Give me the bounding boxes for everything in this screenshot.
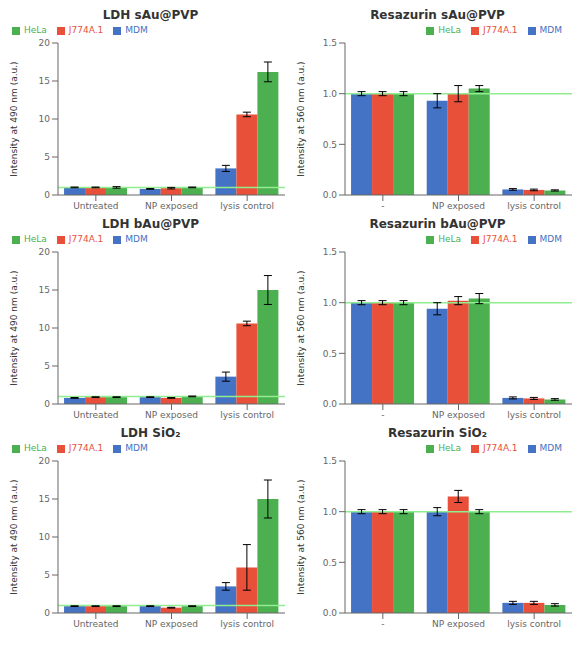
svg-text:NP exposed: NP exposed — [145, 410, 198, 420]
svg-text:1.0: 1.0 — [323, 507, 338, 517]
svg-text:NP exposed: NP exposed — [432, 619, 485, 629]
svg-text:10: 10 — [39, 114, 51, 124]
html-text:LDH bAu@PVP: LDH bAu@PVP — [101, 217, 200, 231]
html-text:J774A.1: J774A.1 — [483, 25, 518, 35]
html-text:MDM: MDM — [539, 443, 562, 453]
svg-text:15: 15 — [39, 494, 50, 504]
svg-text:NP exposed: NP exposed — [145, 201, 198, 211]
svg-text:1.5: 1.5 — [323, 456, 337, 466]
html-text:J774A.1: J774A.1 — [68, 25, 104, 35]
svg-text:NP exposed: NP exposed — [432, 201, 485, 211]
html-text:HeLa: HeLa — [438, 443, 462, 453]
html-text:HeLa: HeLa — [438, 234, 462, 244]
svg-text:20: 20 — [39, 38, 51, 48]
html-text:MDM: MDM — [539, 234, 562, 244]
svg-text:0.0: 0.0 — [323, 399, 338, 409]
svg-text:Untreated: Untreated — [73, 410, 118, 420]
svg-text:5: 5 — [44, 152, 50, 162]
svg-text:15: 15 — [39, 76, 50, 86]
html-text:J774A.1: J774A.1 — [483, 234, 518, 244]
svg-text:5: 5 — [44, 361, 50, 371]
svg-text:lysis control: lysis control — [220, 201, 274, 211]
html-text:J774A.1: J774A.1 — [68, 443, 104, 453]
html-text:MDM: MDM — [125, 234, 148, 244]
svg-text:lysis control: lysis control — [507, 201, 561, 211]
svg-text:Untreated: Untreated — [73, 201, 118, 211]
svg-text:lysis control: lysis control — [220, 410, 274, 420]
svg-text:10: 10 — [39, 532, 51, 542]
svg-text:0.5: 0.5 — [323, 349, 337, 359]
html-text:Resazurin SiO₂: Resazurin SiO₂ — [387, 426, 488, 440]
svg-text:lysis control: lysis control — [507, 410, 561, 420]
svg-text:0: 0 — [44, 608, 50, 618]
html-text:Resazurin bAu@PVP: Resazurin bAu@PVP — [369, 217, 506, 231]
html-text:LDH SiO₂: LDH SiO₂ — [120, 426, 181, 440]
svg-text:-: - — [381, 201, 384, 211]
html-text:LDH sAu@PVP: LDH sAu@PVP — [102, 8, 199, 22]
svg-text:1.0: 1.0 — [323, 298, 338, 308]
html-text:MDM: MDM — [125, 25, 148, 35]
html-text:MDM: MDM — [125, 443, 148, 453]
html-text:HeLa: HeLa — [24, 25, 47, 35]
svg-text:5: 5 — [44, 570, 50, 580]
svg-text:0: 0 — [44, 399, 50, 409]
svg-text:Untreated: Untreated — [73, 619, 118, 629]
svg-text:0.0: 0.0 — [323, 608, 338, 618]
svg-text:NP exposed: NP exposed — [432, 410, 485, 420]
svg-text:0.5: 0.5 — [323, 140, 337, 150]
html-text:HeLa: HeLa — [24, 234, 47, 244]
svg-text:10: 10 — [39, 323, 51, 333]
svg-text:Intensity at 560 nm (a.u.): Intensity at 560 nm (a.u.) — [296, 61, 306, 176]
svg-text:1.0: 1.0 — [323, 89, 338, 99]
html-text:J774A.1: J774A.1 — [483, 443, 518, 453]
svg-text:20: 20 — [39, 456, 51, 466]
svg-text:1.5: 1.5 — [323, 38, 337, 48]
svg-text:0.0: 0.0 — [323, 190, 338, 200]
html-text:Resazurin sAu@PVP: Resazurin sAu@PVP — [370, 8, 505, 22]
svg-text:Intensity at 560 nm (a.u.): Intensity at 560 nm (a.u.) — [296, 479, 306, 594]
svg-text:0: 0 — [44, 190, 50, 200]
svg-text:1.5: 1.5 — [323, 247, 337, 257]
svg-text:Intensity at 490 nm (a.u.): Intensity at 490 nm (a.u.) — [9, 479, 19, 594]
svg-text:lysis control: lysis control — [220, 619, 274, 629]
svg-text:Intensity at 490 nm (a.u.): Intensity at 490 nm (a.u.) — [9, 270, 19, 385]
html-text:HeLa: HeLa — [24, 443, 47, 453]
svg-text:-: - — [381, 410, 384, 420]
svg-text:0.5: 0.5 — [323, 558, 337, 568]
html-text:MDM: MDM — [539, 25, 562, 35]
svg-text:Intensity at 560 nm (a.u.): Intensity at 560 nm (a.u.) — [296, 270, 306, 385]
svg-text:20: 20 — [39, 247, 51, 257]
svg-text:15: 15 — [39, 285, 50, 295]
html-text:J774A.1: J774A.1 — [68, 234, 104, 244]
html-text:HeLa: HeLa — [438, 25, 462, 35]
svg-text:NP exposed: NP exposed — [145, 619, 198, 629]
svg-text:-: - — [381, 619, 384, 629]
svg-text:Intensity at 490 nm (a.u.): Intensity at 490 nm (a.u.) — [9, 61, 19, 176]
svg-text:lysis control: lysis control — [507, 619, 561, 629]
